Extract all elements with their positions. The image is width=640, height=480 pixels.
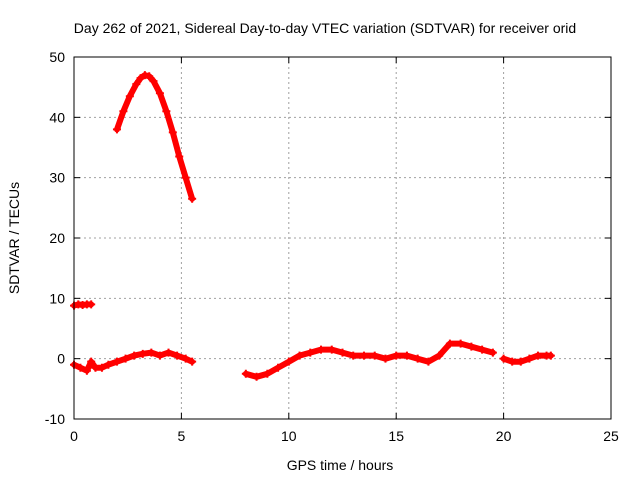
- data-point: [525, 354, 534, 363]
- data-point: [263, 369, 272, 378]
- data-point: [181, 354, 190, 363]
- data-point: [121, 354, 130, 363]
- data-point: [188, 357, 197, 366]
- data-point: [359, 351, 368, 360]
- data-point: [155, 351, 164, 360]
- y-tick-label: -10: [45, 411, 65, 427]
- data-point: [241, 369, 250, 378]
- data-point: [252, 372, 261, 381]
- grid: [74, 57, 611, 419]
- data-point: [435, 351, 444, 360]
- data-point: [413, 354, 422, 363]
- data-point: [168, 128, 177, 137]
- data-point: [499, 354, 508, 363]
- data-point: [392, 351, 401, 360]
- data-point: [164, 348, 173, 357]
- x-tick-label: 0: [70, 428, 78, 444]
- data-point: [381, 354, 390, 363]
- series-arc-4: [242, 340, 496, 380]
- y-axis-label: SDTVAR / TECUs: [6, 182, 22, 294]
- data-point: [533, 351, 542, 360]
- data-point: [76, 363, 85, 372]
- series-layer: [70, 71, 555, 381]
- data-point: [508, 357, 517, 366]
- data-point: [82, 366, 91, 375]
- data-point: [130, 351, 139, 360]
- data-point: [467, 342, 476, 351]
- x-tick-label: 25: [603, 428, 619, 444]
- data-point: [274, 363, 283, 372]
- x-tick-label: 5: [178, 428, 186, 444]
- data-point: [402, 351, 411, 360]
- data-point: [295, 351, 304, 360]
- data-point: [338, 348, 347, 357]
- x-axis-label: GPS time / hours: [287, 457, 394, 473]
- y-tick-label: 50: [49, 49, 65, 65]
- y-tick-label: 40: [49, 109, 65, 125]
- y-tick-label: 0: [57, 351, 65, 367]
- data-point: [125, 92, 134, 101]
- x-tick-label: 15: [388, 428, 404, 444]
- series-arc-2: [114, 72, 196, 202]
- data-point: [370, 351, 379, 360]
- data-point: [349, 351, 358, 360]
- data-point: [424, 357, 433, 366]
- data-point: [516, 357, 525, 366]
- data-point: [119, 107, 128, 116]
- data-point: [132, 80, 141, 89]
- x-tick-label: 20: [496, 428, 512, 444]
- data-point: [456, 339, 465, 348]
- data-point: [546, 351, 555, 360]
- data-point: [162, 107, 171, 116]
- data-point: [445, 339, 454, 348]
- data-point: [136, 74, 145, 83]
- data-point: [317, 345, 326, 354]
- axis-ticks: 0 5 10 15 20 25 -10 0 10 20 30 40 50: [45, 49, 619, 444]
- data-point: [138, 349, 147, 358]
- data-point: [112, 357, 121, 366]
- data-point: [104, 360, 113, 369]
- data-point: [87, 300, 96, 309]
- data-point: [284, 357, 293, 366]
- y-tick-label: 20: [49, 230, 65, 246]
- data-point: [188, 194, 197, 203]
- data-point: [306, 348, 315, 357]
- data-point: [488, 348, 497, 357]
- data-point: [181, 173, 190, 182]
- data-point: [155, 89, 164, 98]
- data-point: [327, 345, 336, 354]
- data-point: [145, 72, 154, 81]
- x-tick-label: 10: [281, 428, 297, 444]
- data-point: [87, 357, 96, 366]
- y-tick-label: 30: [49, 170, 65, 186]
- data-point: [147, 348, 156, 357]
- data-point: [478, 345, 487, 354]
- data-point: [173, 351, 182, 360]
- data-point: [112, 125, 121, 134]
- y-tick-label: 10: [49, 290, 65, 306]
- chart-title: Day 262 of 2021, Sidereal Day-to-day VTE…: [74, 20, 576, 36]
- data-point: [149, 77, 158, 86]
- data-point: [140, 71, 149, 80]
- data-point: [97, 363, 106, 372]
- data-point: [175, 152, 184, 161]
